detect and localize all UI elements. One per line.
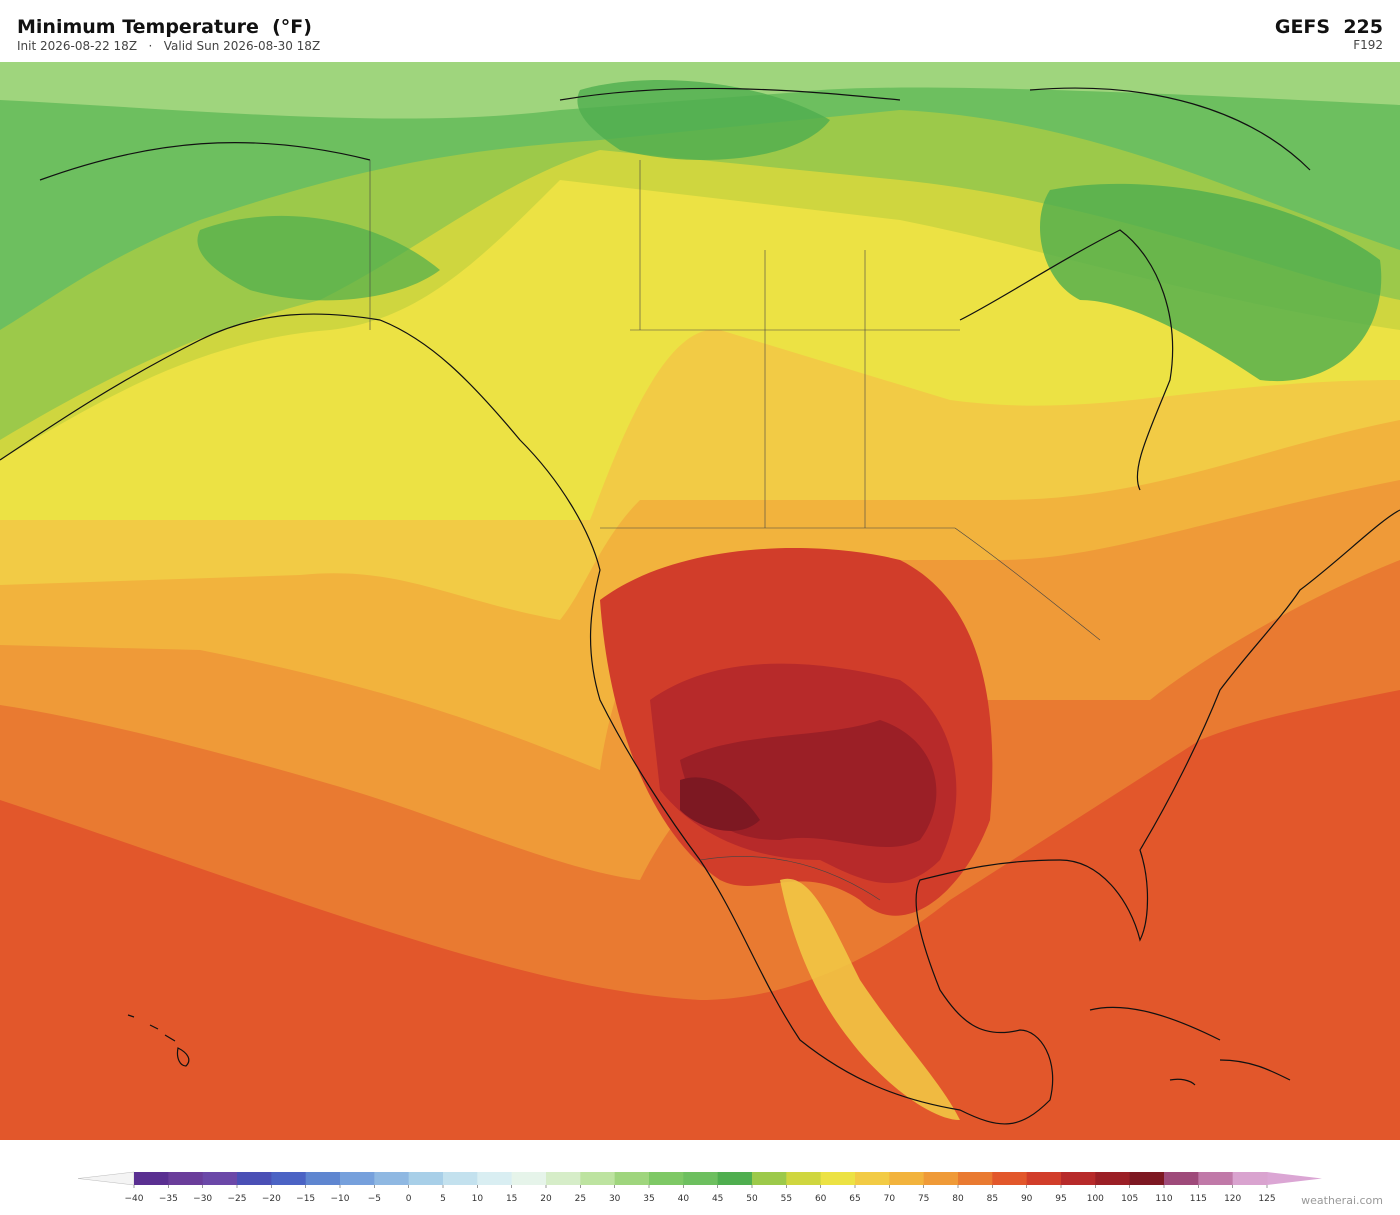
colorbar-swatch xyxy=(889,1172,925,1185)
colorbar-label: −15 xyxy=(296,1194,315,1204)
colorbar: −40 −35 −30 −25 −20 −15 −10 −5 0 5 10 15 20 25 30 35 40 4… xyxy=(77,1171,1322,1204)
colorbar-swatch xyxy=(374,1172,410,1185)
colorbar-label: 80 xyxy=(952,1194,964,1204)
colorbar-label: 95 xyxy=(1055,1194,1066,1204)
colorbar-swatch xyxy=(443,1172,478,1185)
colorbar-swatch xyxy=(1095,1172,1131,1185)
colorbar-label: 25 xyxy=(575,1194,586,1204)
colorbar-label: −35 xyxy=(159,1194,178,1204)
colorbar-label: 40 xyxy=(678,1194,690,1204)
colorbar-swatch xyxy=(786,1172,822,1185)
temperature-field xyxy=(0,62,1400,1140)
colorbar-label: 90 xyxy=(1021,1194,1033,1204)
colorbar-label: 120 xyxy=(1224,1194,1241,1204)
colorbar-swatch xyxy=(237,1172,272,1185)
colorbar-label: −40 xyxy=(125,1194,144,1204)
colorbar-label: 50 xyxy=(746,1194,758,1204)
coastline xyxy=(127,1014,190,1067)
colorbar-under xyxy=(77,1171,135,1186)
colorbar-swatch xyxy=(511,1172,547,1185)
colorbar-swatch xyxy=(958,1172,993,1185)
colorbar-swatch xyxy=(717,1172,753,1185)
map-subtitle: Init 2026-08-22 18Z · Valid Sun 2026-08-… xyxy=(17,39,321,53)
colorbar-label: −25 xyxy=(228,1194,247,1204)
field-patch xyxy=(577,80,830,160)
colorbar-swatch xyxy=(649,1172,684,1185)
colorbar-swatch xyxy=(1232,1172,1268,1185)
colorbar-label: −20 xyxy=(262,1194,281,1204)
colorbar-swatch xyxy=(752,1172,787,1185)
watermark: weatherai.com xyxy=(1301,1194,1383,1207)
forecast-hour: F192 xyxy=(1353,38,1383,52)
colorbar-label: 100 xyxy=(1087,1194,1104,1204)
colorbar-label: 35 xyxy=(643,1194,654,1204)
colorbar-label: 65 xyxy=(849,1194,860,1204)
colorbar-swatch xyxy=(820,1172,856,1185)
colorbar-label: −10 xyxy=(331,1194,350,1204)
borders xyxy=(369,160,1101,901)
field-patch xyxy=(680,777,760,831)
colorbar-swatch xyxy=(305,1172,341,1185)
colorbar-label: 30 xyxy=(609,1194,621,1204)
colorbar-swatch xyxy=(1061,1172,1096,1185)
colorbar-label: −30 xyxy=(193,1194,212,1204)
colorbar-label: 115 xyxy=(1190,1194,1207,1204)
colorbar-swatch xyxy=(1129,1172,1165,1185)
colorbar-label: 60 xyxy=(815,1194,827,1204)
coastline xyxy=(39,87,1311,491)
colorbar-label: 105 xyxy=(1121,1194,1138,1204)
field-patch xyxy=(780,878,960,1120)
colorbar-label: 0 xyxy=(406,1194,412,1204)
colorbar-swatch xyxy=(683,1172,719,1185)
colorbar-label: 20 xyxy=(540,1194,552,1204)
colorbar-label: 5 xyxy=(440,1194,446,1204)
colorbar-label: 70 xyxy=(884,1194,896,1204)
colorbar-label: 75 xyxy=(918,1194,929,1204)
colorbar-swatch xyxy=(477,1172,513,1185)
coastline xyxy=(1089,1006,1291,1086)
colorbar-swatch xyxy=(134,1172,169,1185)
field-patch xyxy=(197,215,440,301)
coastlines xyxy=(0,87,1400,1125)
colorbar-swatch xyxy=(1164,1172,1199,1185)
colorbar-label: 55 xyxy=(781,1194,792,1204)
colorbar-swatch xyxy=(202,1172,238,1185)
colorbar-label: 45 xyxy=(712,1194,723,1204)
field-patch xyxy=(1040,183,1382,382)
colorbar-label: −5 xyxy=(368,1194,381,1204)
colorbar-swatch xyxy=(992,1172,1028,1185)
colorbar-swatch xyxy=(546,1172,581,1185)
colorbar-label: 10 xyxy=(472,1194,484,1204)
colorbar-swatch xyxy=(340,1172,375,1185)
colorbar-swatch xyxy=(1026,1172,1062,1185)
colorbar-label: 85 xyxy=(987,1194,998,1204)
map-title: Minimum Temperature (°F) xyxy=(17,16,312,38)
colorbar-label: 110 xyxy=(1155,1194,1172,1204)
colorbar-swatch xyxy=(271,1172,307,1185)
border xyxy=(369,160,1101,901)
colorbar-swatch xyxy=(855,1172,890,1185)
model-name: GEFS 225 xyxy=(1274,16,1383,38)
colorbar-over xyxy=(1267,1172,1322,1185)
colorbar-swatch xyxy=(1198,1172,1234,1185)
colorbar-swatch xyxy=(408,1172,444,1185)
field-band xyxy=(0,62,1400,330)
colorbar-label: 125 xyxy=(1258,1194,1275,1204)
colorbar-swatch xyxy=(923,1172,959,1185)
coastline xyxy=(0,313,1400,1125)
colorbar-swatch xyxy=(580,1172,616,1185)
colorbar-label: 15 xyxy=(506,1194,517,1204)
colorbar-swatch xyxy=(614,1172,650,1185)
colorbar-swatch xyxy=(168,1172,204,1185)
